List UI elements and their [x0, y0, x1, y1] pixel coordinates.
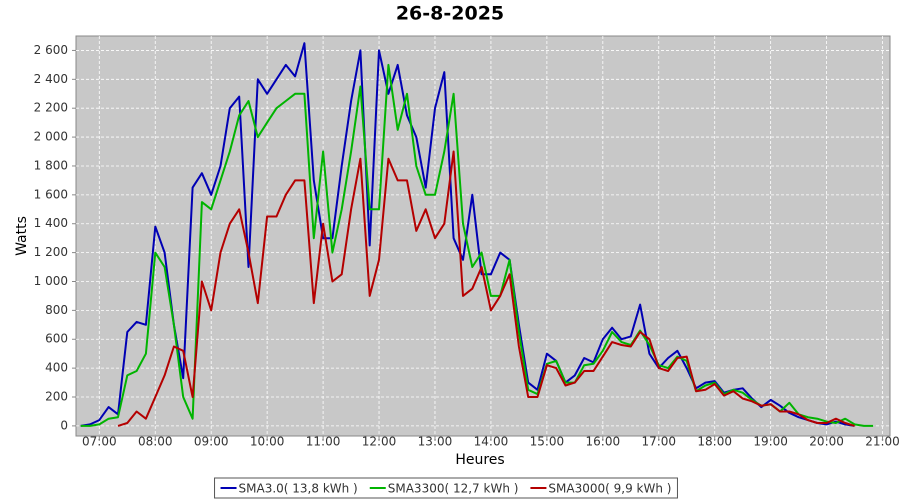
x-tick-label: 16:00	[586, 435, 621, 449]
series-line	[80, 42, 855, 427]
x-tick-label: 18:00	[697, 435, 732, 449]
y-tick-label: 400	[45, 361, 68, 375]
x-tick-label: 20:00	[809, 435, 844, 449]
legend-label: SMA3300( 12,7 kWh )	[388, 482, 519, 496]
x-axis-title: Heures	[455, 452, 504, 468]
x-tick-label: 11:00	[306, 435, 341, 449]
x-tick-label: 08:00	[138, 435, 173, 449]
x-tick-label: 13:00	[418, 435, 453, 449]
x-tick-label: 19:00	[753, 435, 788, 449]
y-tick-label: 2 000	[34, 130, 68, 144]
legend: SMA3.0( 13,8 kWh ) SMA3300( 12,7 kWh ) SMA…	[214, 477, 678, 499]
x-tick-label: 07:00	[82, 435, 117, 449]
y-tick-label: 1 400	[34, 216, 68, 230]
legend-label: SMA3000( 9,9 kWh )	[548, 482, 671, 496]
legend-box	[214, 477, 678, 499]
y-tick-label: 1 000	[34, 274, 68, 288]
y-tick-label: 2 400	[34, 72, 68, 86]
x-tick-label: 10:00	[250, 435, 285, 449]
series-line	[80, 63, 874, 427]
x-tick-label: 21:00	[865, 435, 900, 449]
y-tick-label: 1 600	[34, 187, 68, 201]
x-tick-label: 15:00	[530, 435, 565, 449]
y-tick-label: 200	[45, 390, 68, 404]
legend-label: SMA3.0( 13,8 kWh )	[239, 482, 358, 496]
series-line	[117, 150, 855, 427]
chart-title: 26-8-2025	[396, 3, 504, 25]
plot-area	[75, 35, 891, 437]
y-tick-label: 0	[60, 418, 68, 432]
x-tick-label: 12:00	[362, 435, 397, 449]
y-tick-label: 2 600	[34, 43, 68, 57]
y-tick-label: 2 200	[34, 101, 68, 115]
y-tick-label: 600	[45, 332, 68, 346]
x-tick-label: 09:00	[194, 435, 229, 449]
x-tick-label: 14:00	[474, 435, 509, 449]
x-tick-label: 17:00	[641, 435, 676, 449]
y-tick-label: 1 200	[34, 245, 68, 259]
y-tick-label: 1 800	[34, 158, 68, 172]
y-axis-title: Watts	[14, 216, 30, 256]
y-tick-label: 800	[45, 303, 68, 317]
